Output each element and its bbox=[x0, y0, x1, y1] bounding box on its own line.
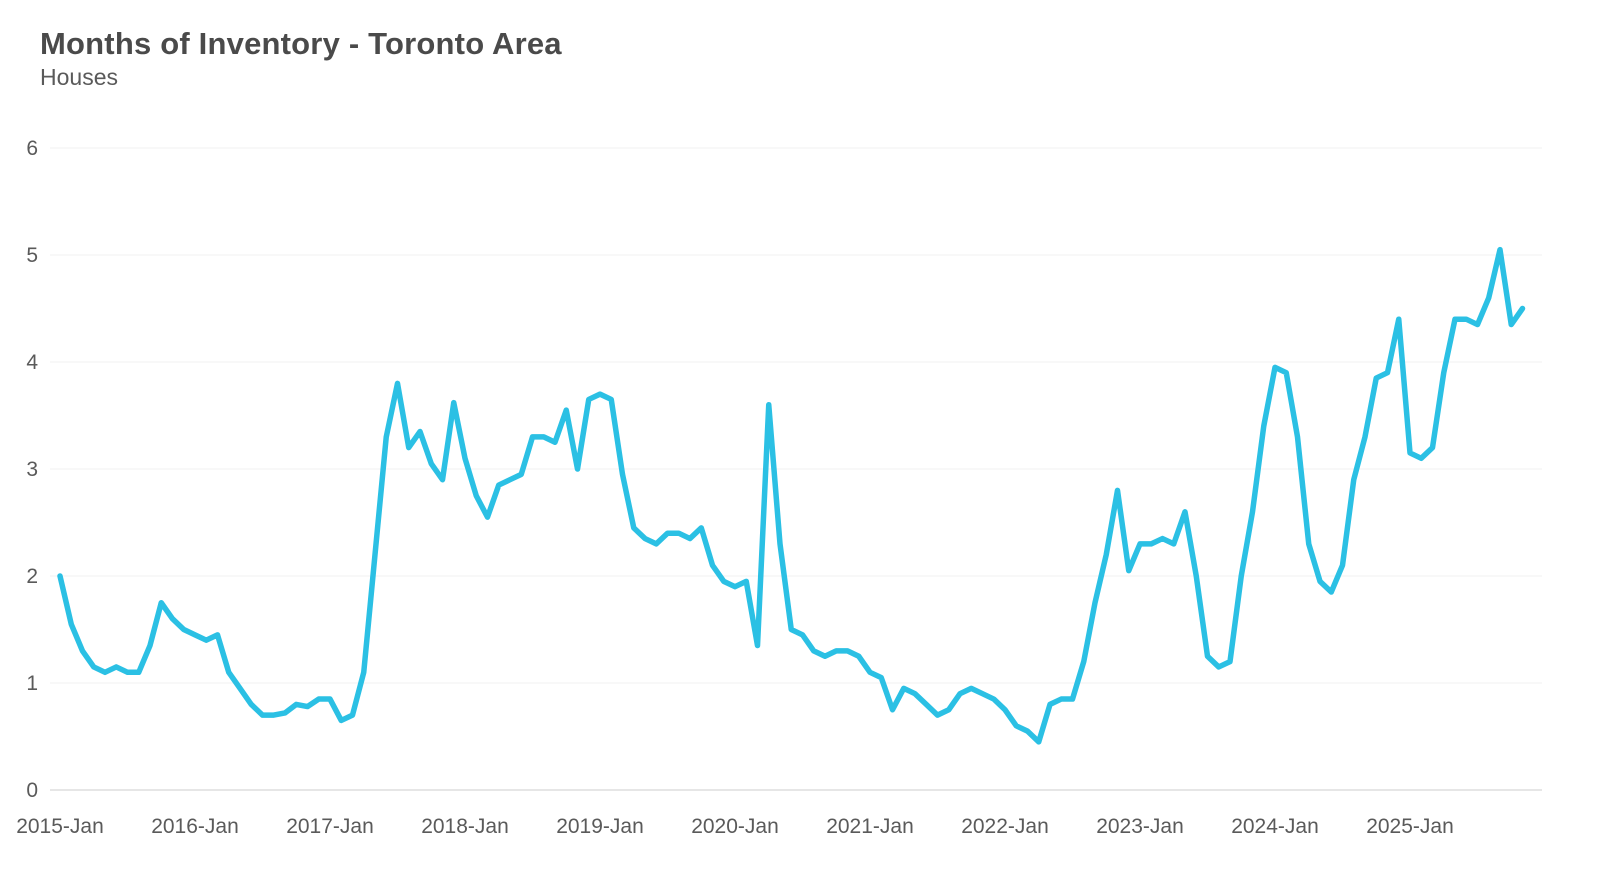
x-axis-tick-label: 2022-Jan bbox=[961, 815, 1049, 838]
x-axis-tick-label: 2017-Jan bbox=[286, 815, 374, 838]
y-axis-tick-label: 0 bbox=[26, 779, 38, 802]
x-axis-tick-label: 2019-Jan bbox=[556, 815, 644, 838]
x-axis-tick-label: 2016-Jan bbox=[151, 815, 239, 838]
inventory-line-series bbox=[57, 246, 1526, 745]
y-axis-tick-label: 4 bbox=[26, 351, 38, 374]
x-axis-tick-label: 2020-Jan bbox=[691, 815, 779, 838]
chart-subtitle: Houses bbox=[40, 64, 118, 90]
x-axis-tick-label: 2015-Jan bbox=[16, 815, 104, 838]
x-axis-tick-label: 2025-Jan bbox=[1366, 815, 1454, 838]
y-axis-tick-label: 1 bbox=[26, 672, 38, 695]
y-axis-tick-label: 6 bbox=[26, 137, 38, 160]
y-axis-tick-label: 5 bbox=[26, 244, 38, 267]
x-axis-tick-label: 2023-Jan bbox=[1096, 815, 1184, 838]
x-axis-tick-label: 2024-Jan bbox=[1231, 815, 1319, 838]
x-axis-tick-label: 2021-Jan bbox=[826, 815, 914, 838]
y-axis-tick-label: 3 bbox=[26, 458, 38, 481]
y-axis-tick-label: 2 bbox=[26, 565, 38, 588]
x-axis-tick-label: 2018-Jan bbox=[421, 815, 509, 838]
chart-title: Months of Inventory - Toronto Area bbox=[40, 26, 562, 61]
